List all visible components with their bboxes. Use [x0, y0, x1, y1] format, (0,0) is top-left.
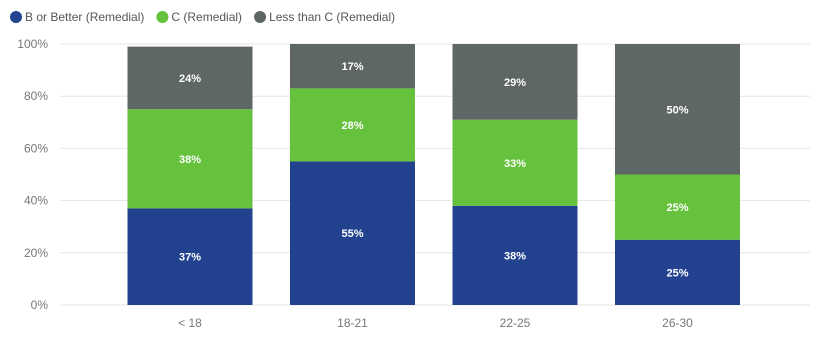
y-tick-label: 20% [24, 246, 48, 260]
data-label-1-0: 55% [341, 228, 363, 240]
bar-segment-1-0 [290, 161, 415, 305]
y-tick-label: 60% [24, 141, 48, 155]
bar-segment-2-1 [452, 119, 578, 206]
bars: 37% 38% 24% 55% 28% 17% 38% 33% 29% 25% 25% 50% [127, 44, 740, 305]
x-tick-label: 18-21 [337, 316, 368, 330]
y-tick-label: 100% [17, 37, 48, 51]
legend-label-0: B or Better (Remedial) [25, 10, 144, 24]
bar-segment-1-2 [290, 44, 415, 89]
bar-segment-3-1 [615, 174, 740, 240]
bar-segment-0-1 [127, 109, 253, 209]
x-tick-label: 26-30 [662, 316, 693, 330]
legend-swatch-1 [156, 11, 169, 23]
data-label-2-2: 29% [504, 77, 526, 89]
legend-label-1: C (Remedial) [171, 10, 242, 24]
legend-swatch-2 [254, 11, 267, 23]
legend-swatch-0 [10, 11, 22, 23]
data-label-2-1: 33% [504, 158, 526, 170]
bar-segment-0-0 [127, 208, 253, 305]
data-label-0-2: 24% [179, 73, 201, 85]
x-tick-label: 22-25 [500, 316, 531, 330]
x-axis: < 18 18-21 22-25 26-30 [178, 316, 693, 330]
bar-segment-2-2 [452, 44, 578, 120]
data-label-3-1: 25% [666, 202, 688, 214]
bar-segment-3-0 [615, 239, 740, 305]
data-label-1-2: 17% [341, 61, 363, 73]
data-label-1-1: 28% [341, 120, 363, 132]
data-label-2-0: 38% [504, 250, 526, 262]
data-label-3-2: 50% [666, 104, 688, 116]
bar-segment-2-0 [452, 205, 578, 305]
y-tick-label: 40% [24, 194, 48, 208]
bar-segment-0-2 [127, 46, 253, 110]
y-tick-label: 0% [31, 298, 49, 312]
bar-segment-3-2 [615, 44, 740, 175]
legend: B or Better (Remedial) C (Remedial) Less t… [10, 10, 395, 24]
data-label-0-1: 38% [179, 154, 201, 166]
x-tick-label: < 18 [178, 316, 202, 330]
data-label-3-0: 25% [666, 267, 688, 279]
y-tick-label: 80% [24, 89, 48, 103]
legend-label-2: Less than C (Remedial) [269, 10, 395, 24]
bar-segment-1-1 [290, 88, 415, 162]
data-label-0-0: 37% [179, 252, 201, 264]
y-axis: 0% 20% 40% 60% 80% 100% [17, 37, 48, 312]
